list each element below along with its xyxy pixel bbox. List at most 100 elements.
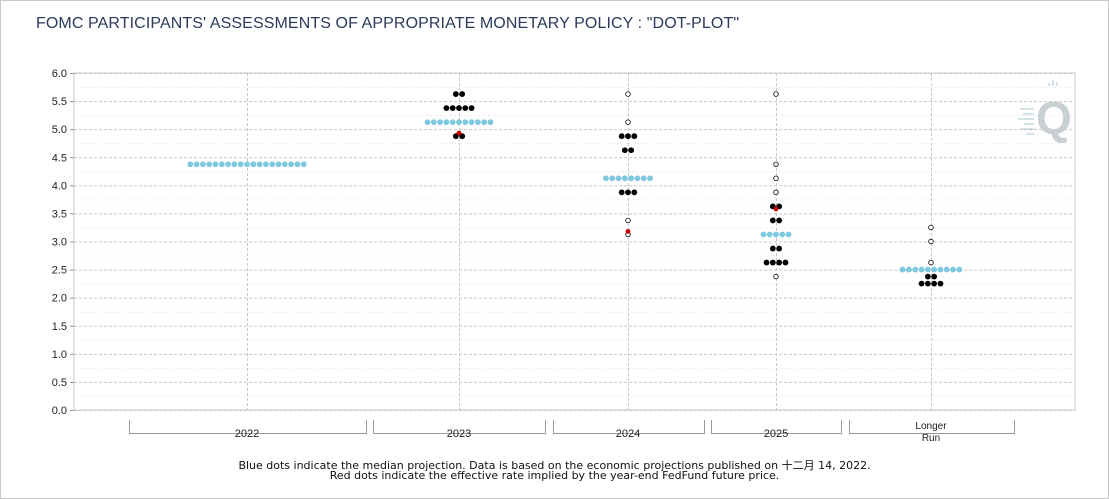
y-tick-label: 5.0 bbox=[52, 124, 67, 136]
participant-dot bbox=[924, 273, 931, 280]
median-dot bbox=[475, 119, 481, 126]
participant-dot bbox=[928, 238, 934, 245]
participant-dot bbox=[937, 280, 944, 287]
footnote-red-dots: Red dots indicate the effective rate imp… bbox=[329, 469, 780, 482]
category-bracket bbox=[129, 420, 367, 434]
median-dot bbox=[250, 161, 257, 168]
median-dot bbox=[924, 266, 931, 273]
y-tick-label: 3.0 bbox=[52, 237, 67, 249]
median-dot bbox=[263, 161, 269, 168]
median-dot bbox=[621, 175, 628, 182]
median-dot bbox=[634, 175, 641, 182]
median-dot bbox=[200, 161, 206, 168]
x-tick-label: 2024 bbox=[616, 428, 640, 440]
future-dot bbox=[456, 130, 462, 136]
median-dot bbox=[468, 119, 475, 126]
category-bracket bbox=[373, 420, 546, 434]
y-tick-label: 4.0 bbox=[52, 180, 67, 192]
participant-dot bbox=[776, 259, 783, 266]
participant-dot bbox=[773, 175, 779, 182]
category-bracket bbox=[849, 420, 1015, 434]
median-dot bbox=[628, 175, 635, 182]
median-dot bbox=[193, 161, 200, 168]
y-tick-label: 3.5 bbox=[52, 208, 67, 220]
x-tick-label: 2025 bbox=[764, 428, 788, 440]
y-tick-label: 2.5 bbox=[52, 265, 67, 277]
participant-dot bbox=[625, 217, 631, 224]
participant-dot bbox=[769, 217, 776, 224]
median-dot bbox=[437, 119, 443, 126]
median-dot bbox=[187, 161, 194, 168]
y-tick-label: 1.0 bbox=[52, 349, 67, 361]
participant-dot bbox=[773, 161, 779, 167]
chart-title: FOMC PARTICIPANTS' ASSESSMENTS OF APPROP… bbox=[36, 15, 740, 32]
median-dot bbox=[269, 161, 276, 168]
median-dot bbox=[288, 161, 294, 168]
participant-dot bbox=[462, 105, 469, 112]
median-dot bbox=[760, 231, 767, 238]
median-dot bbox=[218, 161, 225, 168]
participant-dot bbox=[928, 259, 934, 266]
x-tick-label: 2022 bbox=[235, 428, 259, 440]
participant-dot bbox=[449, 105, 456, 112]
y-tick-label: 0.5 bbox=[52, 377, 67, 389]
participant-dot bbox=[468, 105, 475, 112]
participant-dot bbox=[928, 224, 934, 231]
median-dot bbox=[256, 161, 263, 168]
median-dot bbox=[918, 266, 925, 273]
median-dot bbox=[647, 175, 653, 182]
median-dot bbox=[609, 175, 616, 182]
median-dot bbox=[906, 266, 912, 273]
median-dot bbox=[212, 161, 219, 168]
median-dot bbox=[443, 119, 450, 126]
svg-text:Q: Q bbox=[1036, 92, 1072, 144]
median-dot bbox=[766, 231, 773, 238]
median-dot bbox=[424, 119, 431, 126]
participant-dot bbox=[452, 91, 459, 97]
x-tick-label: Longer bbox=[915, 421, 947, 432]
y-tick-label: 0.0 bbox=[52, 405, 67, 417]
footnote-median: Blue dots indicate the median projection… bbox=[238, 459, 871, 472]
participant-dot bbox=[443, 105, 450, 112]
median-dot bbox=[603, 175, 609, 182]
median-dot bbox=[449, 119, 456, 126]
participant-dot bbox=[776, 245, 783, 252]
median-dot bbox=[281, 161, 288, 168]
participant-dot bbox=[769, 259, 776, 266]
q-logo-icon: Q bbox=[1018, 80, 1072, 144]
median-dot bbox=[640, 175, 647, 182]
participant-dot bbox=[625, 133, 631, 140]
participant-dot bbox=[625, 91, 631, 97]
median-dot bbox=[773, 231, 779, 238]
median-dot bbox=[275, 161, 282, 168]
median-dot bbox=[950, 266, 956, 273]
participant-dot bbox=[918, 280, 925, 287]
median-dot bbox=[487, 119, 494, 126]
participant-dot bbox=[459, 91, 466, 97]
participant-dot bbox=[782, 259, 789, 266]
x-tick-label: Run bbox=[922, 433, 940, 444]
y-tick-label: 5.5 bbox=[52, 96, 67, 108]
y-tick-label: 6.0 bbox=[52, 68, 67, 80]
median-dot bbox=[456, 119, 462, 126]
x-tick-label: 2023 bbox=[447, 428, 471, 440]
median-dot bbox=[912, 266, 919, 273]
median-dot bbox=[956, 266, 963, 273]
y-tick-label: 2.0 bbox=[52, 293, 67, 305]
median-dot bbox=[615, 175, 622, 182]
participant-dot bbox=[618, 133, 625, 140]
participant-dot bbox=[631, 189, 638, 196]
future-dot bbox=[773, 206, 779, 212]
median-dot bbox=[244, 161, 250, 168]
median-dot bbox=[237, 161, 244, 168]
median-dot bbox=[462, 119, 469, 126]
median-dot bbox=[937, 266, 944, 273]
category-bracket bbox=[711, 420, 842, 434]
median-dot bbox=[931, 266, 938, 273]
median-dot bbox=[430, 119, 437, 126]
future-dot bbox=[625, 228, 631, 234]
participant-dot bbox=[628, 147, 635, 154]
participant-dot bbox=[631, 133, 638, 140]
participant-dot bbox=[625, 189, 631, 196]
